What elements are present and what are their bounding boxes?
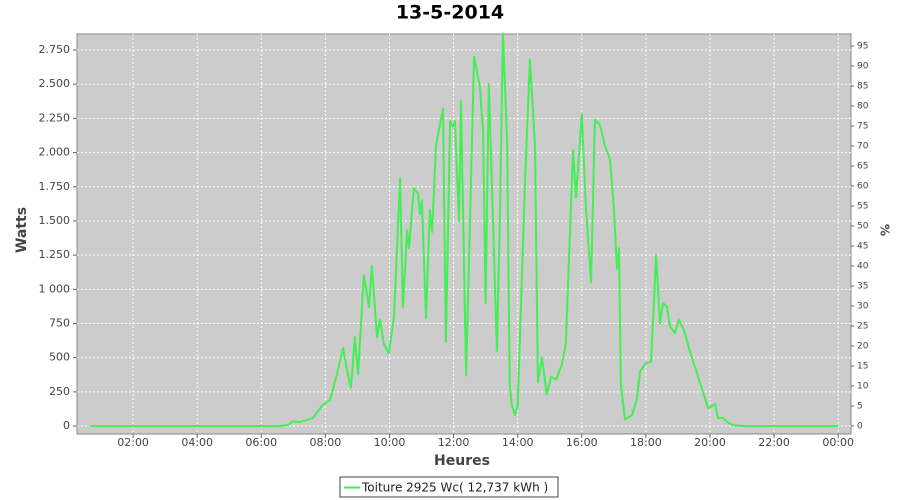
y-axis-label: Watts xyxy=(14,207,30,253)
x-tick-label: 00:00 xyxy=(822,436,854,449)
y2-tick-label: 65 xyxy=(857,162,868,172)
y2-tick-label: 40 xyxy=(857,262,869,272)
x-tick-label: 08:00 xyxy=(310,436,342,449)
y-tick-label: 750 xyxy=(49,317,70,330)
x-axis-label: Heures xyxy=(434,453,490,469)
y-tick-label: 1.250 xyxy=(39,248,71,261)
y2-tick-label: 45 xyxy=(857,242,868,252)
y2-tick-label: 15 xyxy=(857,362,868,372)
y-tick-label: 1 000 xyxy=(39,282,71,295)
y2-tick-label: 90 xyxy=(857,62,869,72)
chart-title: 13-5-2014 xyxy=(396,2,504,24)
x-tick-label: 02:00 xyxy=(117,436,149,449)
y2-tick-label: 20 xyxy=(857,342,869,352)
legend xyxy=(339,476,559,498)
y-tick-label: 1.750 xyxy=(39,180,71,193)
y2-tick-label: 70 xyxy=(857,142,869,152)
x-tick-label: 04:00 xyxy=(181,436,213,449)
x-tick-label: 18:00 xyxy=(630,436,662,449)
y2-axis-label: % xyxy=(878,224,892,236)
x-tick-label: 06:00 xyxy=(245,436,277,449)
x-tick-label: 16:00 xyxy=(566,436,598,449)
x-tick-label: 22:00 xyxy=(758,436,790,449)
y2-tick-label: 10 xyxy=(857,382,869,392)
y2-tick-label: 0 xyxy=(857,422,863,432)
x-tick-label: 10:00 xyxy=(374,436,406,449)
y-tick-label: 2.250 xyxy=(39,111,71,124)
y2-tick-label: 75 xyxy=(857,122,868,132)
y-tick-label: 2.000 xyxy=(39,146,71,159)
y2-tick-label: 55 xyxy=(857,202,868,212)
y-tick-label: 250 xyxy=(49,385,70,398)
y2-tick-label: 85 xyxy=(857,82,868,92)
x-tick-label: 12:00 xyxy=(438,436,470,449)
y2-tick-label: 95 xyxy=(857,42,868,52)
y2-tick-label: 35 xyxy=(857,282,868,292)
y-tick-label: 500 xyxy=(49,351,70,364)
series-line xyxy=(90,32,839,428)
y2-tick-label: 30 xyxy=(857,302,869,312)
y2-tick-label: 60 xyxy=(857,182,869,192)
y-tick-label: 1.500 xyxy=(39,214,71,227)
y2-tick-label: 80 xyxy=(857,102,869,112)
y-tick-label: 2.750 xyxy=(39,43,71,56)
y-tick-label: 0 xyxy=(63,419,70,432)
y2-tick-label: 25 xyxy=(857,322,868,332)
y-tick-label: 2.500 xyxy=(39,77,71,90)
y2-tick-label: 5 xyxy=(857,402,863,412)
x-tick-label: 20:00 xyxy=(694,436,726,449)
y2-tick-label: 50 xyxy=(857,222,869,232)
x-tick-label: 14:00 xyxy=(502,436,534,449)
legend-label: Toiture 2925 Wc( 12,737 kWh ) xyxy=(361,481,548,495)
